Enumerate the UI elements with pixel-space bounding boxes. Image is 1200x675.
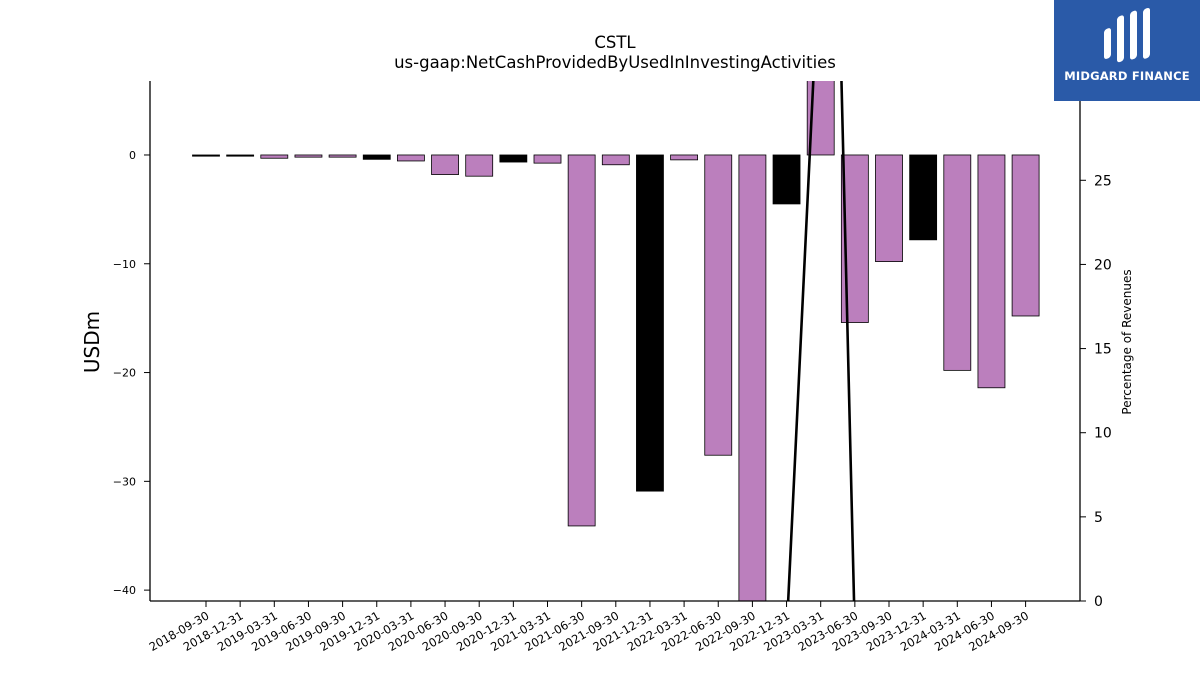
bar-2019-03-31: [260, 154, 289, 159]
bar-2024-09-30: [1011, 154, 1040, 317]
bar-2022-09-30: [738, 154, 767, 601]
y-tick-label: −40: [113, 584, 136, 597]
y-tick-label: −10: [113, 258, 136, 271]
chart-subtitle: us-gaap:NetCashProvidedByUsedInInvesting…: [394, 53, 836, 72]
y2-tick-label: 20: [1094, 257, 1112, 273]
y2-tick-label: 5: [1094, 510, 1103, 526]
line-series: [786, 81, 856, 601]
logo-text: MIDGARD FINANCE: [1064, 69, 1190, 83]
bar-2024-03-31: [943, 154, 972, 371]
bar-2023-12-31: [909, 154, 938, 241]
bar-2020-06-30: [431, 154, 459, 175]
bar-2019-09-30: [328, 154, 357, 158]
bar-2022-06-30: [704, 154, 733, 456]
bar-2020-09-30: [465, 154, 494, 177]
y2-tick-label: 0: [1094, 594, 1103, 610]
bar-2018-12-31: [226, 154, 255, 157]
midgard-logo-icon: [1104, 7, 1150, 63]
chart-title: CSTL: [594, 33, 636, 52]
y2-tick-label: 25: [1094, 173, 1112, 189]
y2-tick-label: 15: [1094, 342, 1112, 358]
revenue-percentage-line: [786, 81, 856, 601]
bar-2022-12-31: [772, 154, 801, 205]
bar-2018-09-30: [192, 154, 220, 157]
y-tick-label: 0: [129, 149, 136, 162]
bar-series: [192, 81, 1040, 601]
midgard-finance-logo: MIDGARD FINANCE: [1054, 0, 1200, 101]
y2-tick-label: 10: [1094, 426, 1112, 442]
bar-2022-03-31: [670, 154, 698, 161]
y-tick-label: −20: [113, 367, 136, 380]
bar-2020-03-31: [396, 154, 425, 162]
bar-2019-06-30: [294, 154, 323, 158]
bar-2021-06-30: [567, 154, 596, 527]
bar-2021-03-31: [533, 154, 562, 164]
bar-2024-06-30: [977, 154, 1006, 389]
bar-2021-12-31: [636, 154, 664, 492]
bar-2023-09-30: [875, 154, 903, 262]
y2-axis-label: Percentage of Revenues: [1120, 269, 1134, 414]
bar-2019-12-31: [362, 154, 391, 160]
y-tick-label: −30: [113, 475, 136, 488]
bar-2020-12-31: [499, 154, 528, 163]
bar-2021-09-30: [601, 154, 630, 166]
y-axis-label: USDm: [80, 311, 104, 373]
